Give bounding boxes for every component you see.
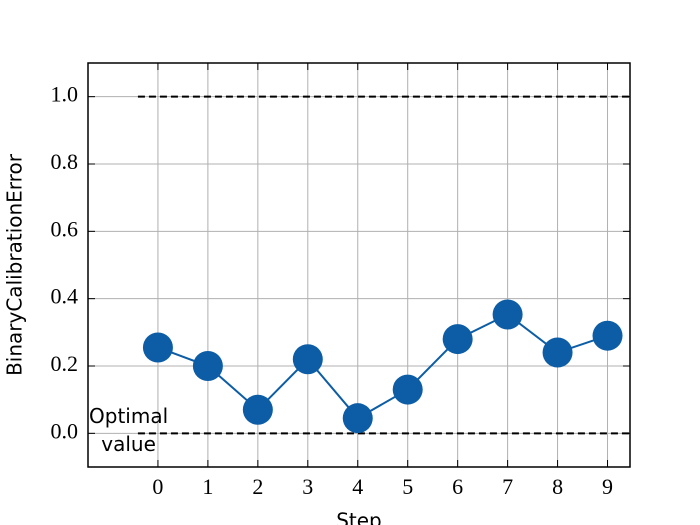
data-point: [542, 337, 573, 368]
data-point: [292, 344, 323, 375]
x-tick-label: 6: [452, 474, 463, 499]
y-tick-label: 0.4: [51, 284, 79, 309]
y-tick-label: 1.0: [51, 82, 79, 107]
data-point: [142, 332, 173, 363]
data-point: [442, 324, 473, 355]
x-tick-label: 8: [552, 474, 563, 499]
annotation: Optimal value: [89, 404, 169, 456]
y-tick-label: 0.0: [51, 418, 79, 443]
x-tick-label: 3: [302, 474, 313, 499]
data-point: [242, 394, 273, 425]
data-point: [392, 374, 423, 405]
x-axis-label: Step: [336, 509, 382, 525]
data-line: [157, 313, 608, 420]
x-tick-label: 5: [402, 474, 413, 499]
y-axis-label: BinaryCalibrationError: [3, 153, 27, 376]
data-point: [342, 403, 373, 434]
data-point: [592, 320, 623, 351]
y-tick-label: 0.6: [51, 216, 79, 241]
x-tick-label: 0: [152, 474, 163, 499]
data-point: [492, 299, 523, 330]
x-tick-label: 7: [502, 474, 513, 499]
plot-frame: [87, 62, 631, 468]
x-tick-label: 9: [602, 474, 613, 499]
y-tick-label: 0.2: [51, 351, 79, 376]
x-tick-label: 1: [202, 474, 213, 499]
x-tick-label: 4: [352, 474, 363, 499]
data-point: [192, 351, 223, 381]
y-tick-label: 0.8: [51, 149, 79, 174]
x-tick-label: 2: [252, 474, 263, 499]
